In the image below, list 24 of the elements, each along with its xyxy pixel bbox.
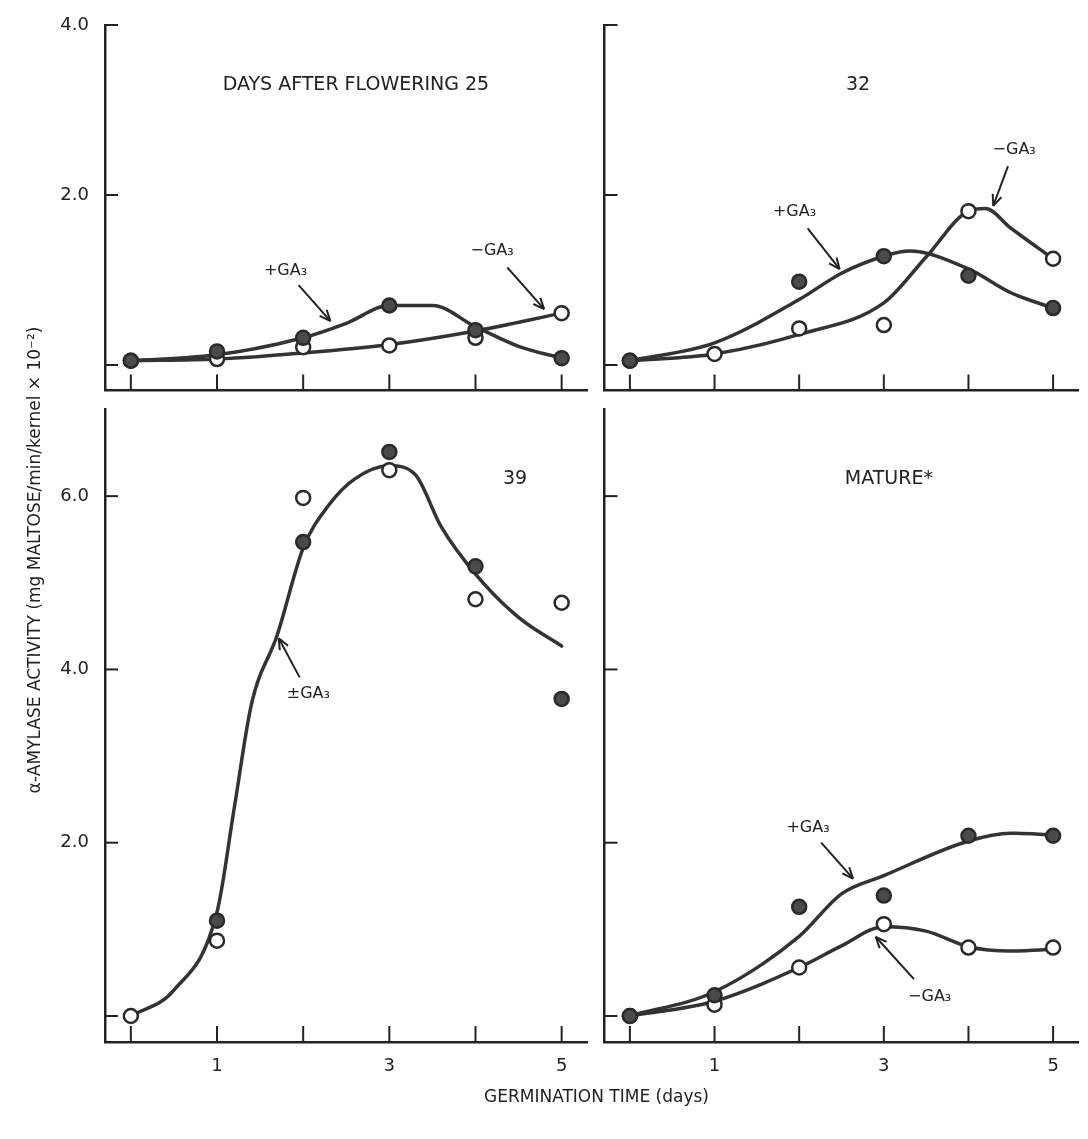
y-tick-label: 2.0 bbox=[60, 182, 89, 204]
x-tick-label: 1 bbox=[708, 1054, 721, 1076]
annotation: +GA₃ bbox=[263, 259, 308, 279]
y-axis-title: α-AMYLASE ACTIVITY (mg MALTOSE/min/kernel × 10⁻²) bbox=[24, 326, 44, 794]
y-tick-label: 4.0 bbox=[60, 12, 89, 34]
text: 39 bbox=[503, 466, 528, 489]
annotation: +GA₃ bbox=[786, 817, 830, 836]
annotation: −GA₃ bbox=[992, 138, 1036, 158]
y-tick-label: 4.0 bbox=[60, 657, 89, 679]
annotation: −GA₃ bbox=[908, 985, 952, 1005]
x-tick-label: 3 bbox=[383, 1054, 396, 1076]
y-tick-label: 6.0 bbox=[60, 483, 89, 505]
y-tick-label: 2.0 bbox=[60, 830, 89, 852]
x-tick-label: 5 bbox=[1047, 1054, 1059, 1076]
annotation: ±GA₃ bbox=[286, 682, 330, 702]
x-tick-label: 1 bbox=[211, 1054, 223, 1076]
x-tick-label: 3 bbox=[878, 1054, 890, 1076]
annotation: +GA₃ bbox=[772, 200, 817, 220]
text: DAYS AFTER FLOWERING 25 bbox=[222, 72, 490, 95]
text: 32 bbox=[846, 72, 871, 95]
annotation: −GA₃ bbox=[470, 239, 514, 259]
x-tick-label: 5 bbox=[555, 1054, 568, 1076]
text: MATURE* bbox=[844, 466, 933, 489]
x-axis-title: GERMINATION TIME (days) bbox=[483, 1086, 710, 1106]
